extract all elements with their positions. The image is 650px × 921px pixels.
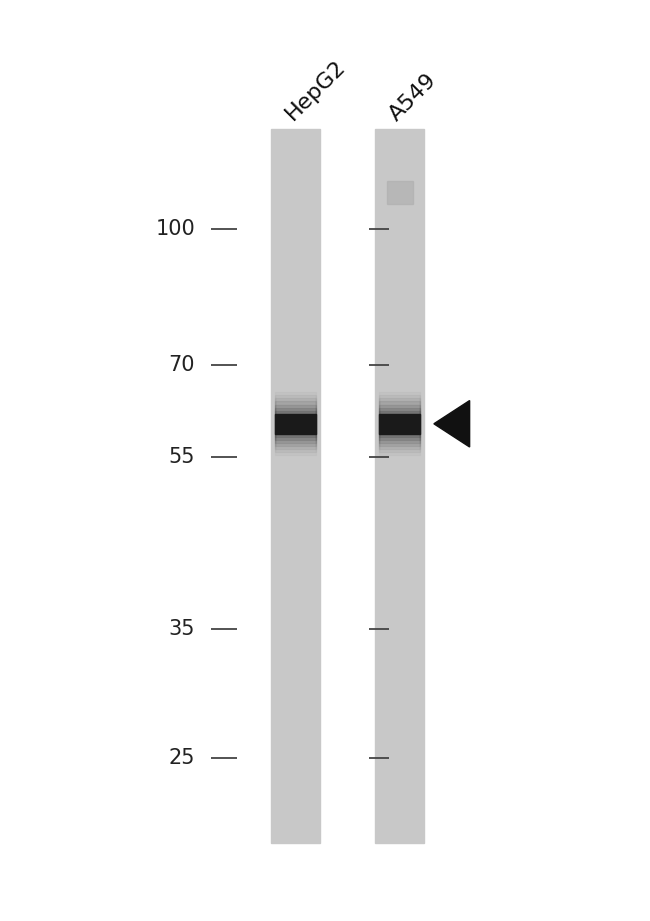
Bar [275, 411, 317, 437]
Text: HepG2: HepG2 [281, 56, 349, 124]
Bar [275, 408, 317, 440]
Bar [275, 414, 317, 434]
Bar [275, 404, 317, 443]
Bar [272, 129, 320, 843]
Bar [387, 181, 413, 204]
Bar [379, 408, 421, 440]
Bar [379, 411, 421, 437]
Text: 70: 70 [168, 355, 195, 375]
Polygon shape [434, 401, 469, 447]
Bar [275, 402, 317, 446]
Bar [379, 402, 421, 446]
Text: 100: 100 [155, 219, 195, 239]
Bar [379, 392, 421, 455]
Text: 25: 25 [168, 748, 195, 767]
Bar [379, 414, 421, 434]
Bar [379, 414, 421, 434]
Bar [379, 404, 421, 443]
Bar [379, 395, 421, 452]
Text: 55: 55 [168, 447, 195, 467]
Text: A549: A549 [385, 69, 441, 124]
Text: 35: 35 [168, 619, 195, 639]
Bar [376, 129, 424, 843]
Bar [275, 392, 317, 455]
Bar [275, 414, 317, 434]
Bar [275, 395, 317, 452]
Bar [379, 399, 421, 449]
Bar [275, 399, 317, 449]
